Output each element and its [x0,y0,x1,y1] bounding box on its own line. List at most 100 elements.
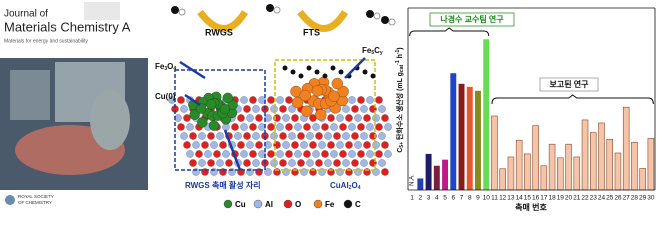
lattice-atom [264,168,272,176]
lattice-atom [336,141,344,149]
text-part: h [397,54,404,60]
lattice-atom [381,114,389,122]
lattice-atom [255,141,263,149]
text-part: Fe [362,46,372,55]
lattice-atom [210,141,218,149]
bar [466,86,473,190]
cu-atom [222,92,233,104]
bar [631,142,638,191]
fe-atom [299,89,311,102]
lattice-atom [240,96,248,104]
text-part: 5+ [399,142,405,148]
c-atom [370,73,376,79]
lattice-atom [216,132,224,140]
lattice-atom [189,159,197,167]
fts-label: FTS [303,27,320,37]
lattice-atom [336,114,344,122]
lattice-atom [201,141,209,149]
bar [589,132,597,191]
lattice-atom [339,123,347,131]
lattice-atom [183,141,191,149]
lattice-atom [351,159,359,167]
x-tick-label: 8 [468,195,472,202]
lattice-atom [309,141,317,149]
lattice-atom [357,123,365,131]
legend-swatch [313,199,323,209]
legend-swatch [283,199,293,209]
text-part: 5 [371,50,374,56]
x-tick-label: 7 [460,195,464,202]
fe-atom [328,90,340,102]
bar [540,165,548,191]
diagram-legend: Cu Al O Fe C [223,199,361,209]
molecule [366,10,374,18]
bar [614,152,622,191]
lattice-atom [288,105,296,113]
lattice-atom [243,105,251,113]
x-tick-label: 2 [419,195,423,202]
legend-label: O [295,200,301,209]
lattice-atom [360,105,368,113]
lattice-atom [222,150,230,158]
text-part: CuAl [330,181,349,190]
molecule [373,12,381,20]
molecule [178,8,186,16]
lattice-atom [252,132,260,140]
bar [458,83,465,190]
text-part: -1 [395,60,401,65]
lattice-atom [318,141,326,149]
annotation: 보고된 연구 [549,79,589,89]
x-tick-label: 23 [590,195,598,202]
bar [425,153,432,190]
molecule [266,4,274,12]
legend-label: Al [265,200,273,209]
annotation: 나경수 교수팀 연구 [440,14,504,24]
bar [417,178,424,190]
lattice-atom [288,132,296,140]
x-tick-label: 19 [557,195,565,202]
c-atom [322,73,328,79]
lattice-atom [249,123,257,131]
lattice-atom [180,105,188,113]
lattice-atom [306,132,314,140]
lattice-atom [183,114,191,122]
arrow [223,129,242,171]
lattice-atom [279,159,287,167]
x-tick-label: 6 [451,195,455,202]
lattice-atom [297,159,305,167]
lattice-atom [270,105,278,113]
rwgs-label: RWGS [205,27,233,37]
lattice-atom [303,150,311,158]
cu-atom [189,109,200,120]
lattice-atom [225,159,233,167]
legend-swatch [223,199,233,209]
lattice-atom [216,159,224,167]
lattice-atom [351,105,359,113]
lattice-atom [360,159,368,167]
x-tick-label: 25 [606,195,614,202]
lattice-atom [276,123,284,131]
lattice-atom [237,141,245,149]
bar [532,125,539,191]
cu0-label: Cu(0) [155,92,176,101]
lattice-atom [315,159,323,167]
text-part: O [351,181,357,190]
c-atom [338,69,344,75]
arrow [184,93,201,107]
cu-atom [219,103,231,115]
lattice-atom [234,132,242,140]
x-tick-label: 9 [476,195,480,202]
lattice-atom [375,96,383,104]
text-part: 2 [349,185,352,191]
legend-swatch [253,199,263,209]
y-axis-label: C5+ 탄화수소 생산성 (mL gcat-1 h-1) [395,47,405,152]
fe-atom [311,85,324,97]
lattice-atom [324,159,332,167]
lattice-atom [279,105,287,113]
lattice-atom [306,159,314,167]
lattice-atom [240,150,248,158]
text-part: 3 [164,66,167,72]
lattice-atom [339,150,347,158]
lattice-atom [378,132,386,140]
cover-shape [10,70,50,120]
